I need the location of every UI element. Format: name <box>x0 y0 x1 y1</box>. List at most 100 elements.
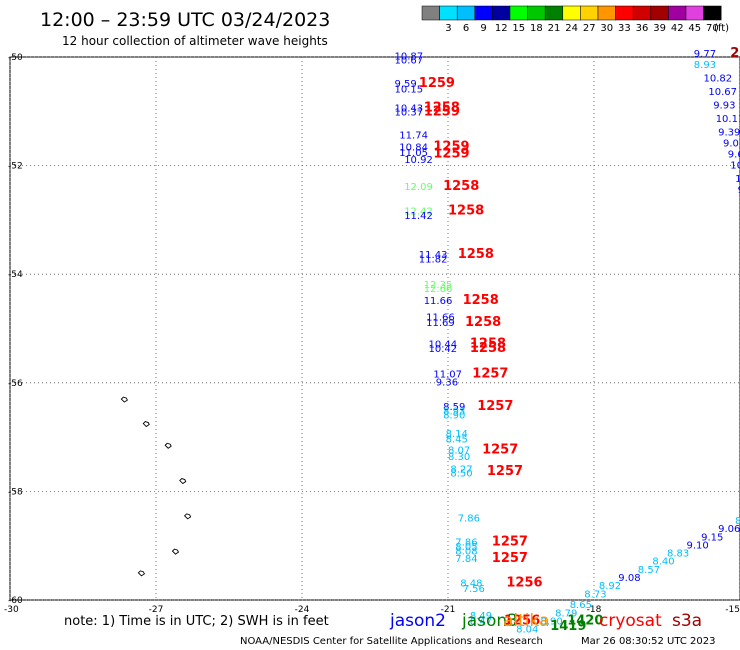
wave-height-label: 10.37 <box>395 108 424 119</box>
legend-tick-label: 42 <box>671 23 684 34</box>
wave-height-label: 8.59 <box>443 402 465 413</box>
wave-height-label: 9.59 <box>395 79 417 90</box>
pass-time-label: 1259 <box>419 76 455 91</box>
wave-height-label: 8.50 <box>450 469 472 480</box>
wave-height-label: 8.04 <box>516 625 538 636</box>
pass-time-label: 1419 <box>550 619 586 634</box>
legend-tick-label: 36 <box>636 23 649 34</box>
latitude-label: -58 <box>8 487 23 497</box>
legend-tick-label: 39 <box>653 23 666 34</box>
pass-time-label: 1257 <box>492 551 528 566</box>
wave-height-label: 8.45 <box>446 435 468 446</box>
wave-height-label: 10.67 <box>708 87 737 98</box>
wave-height-label: 8.73 <box>584 589 606 600</box>
wave-height-label: 10.15 <box>395 84 424 95</box>
satellite-name-s3a: s3a <box>672 611 702 631</box>
island-outline <box>142 421 150 428</box>
legend-tick-label: 15 <box>512 23 525 34</box>
pass-time-label: 2348 <box>730 46 740 61</box>
wave-height-label: 10.92 <box>404 155 433 166</box>
pass-time-label: 1258 <box>443 179 479 194</box>
wave-height-label: 9.06 <box>723 139 740 150</box>
longitude-label: -24 <box>295 605 310 615</box>
wave-height-label: 7.56 <box>463 584 485 595</box>
color-scale-legend: 3 6 9 12 15 18 21 24 27 30 33 36 39 42 45 70 <box>421 5 722 34</box>
wave-height-label: 10.82 <box>704 73 733 84</box>
wave-height-label: 11.05 <box>399 148 428 159</box>
page-title: 12:00 – 23:59 UTC 03/24/2023 <box>40 9 330 31</box>
wave-height-label: 10.43 <box>395 103 424 114</box>
wave-height-label: 11.42 <box>404 211 433 222</box>
longitude-label: -18 <box>587 605 602 615</box>
longitude-label: -21 <box>441 605 456 615</box>
pass-time-label: 1258 <box>465 315 501 330</box>
wave-height-label: 12.42 <box>404 207 433 218</box>
wave-height-label: 8.57 <box>638 565 660 576</box>
legend-swatch <box>650 5 669 21</box>
legend-swatch <box>456 5 476 21</box>
legend-swatch <box>703 5 722 21</box>
wave-height-label: 9.15 <box>701 532 723 543</box>
page-subtitle: 12 hour collection of altimeter wave hei… <box>62 34 328 48</box>
pass-time-label: 1259 <box>433 139 469 154</box>
legend-swatch <box>562 5 581 21</box>
legend-tick-label: 3 <box>445 23 451 34</box>
legend-tick-label: 27 <box>583 23 596 34</box>
wave-height-label: 10.87 <box>395 52 424 63</box>
legend-tick-label: 24 <box>565 23 578 34</box>
pass-time-label: 1258 <box>424 100 460 115</box>
wave-height-label: 11.07 <box>433 369 462 380</box>
wave-height-label: 10.67 <box>395 56 424 67</box>
wave-height-label: 8.90 <box>443 411 465 422</box>
legend-tick-label: 9 <box>480 23 486 34</box>
island-outline <box>137 570 145 577</box>
wave-height-label: 7.84 <box>455 554 477 565</box>
legend-swatch <box>668 5 687 21</box>
island-outline <box>164 442 172 449</box>
legend-tick-label: 70 <box>706 23 719 34</box>
wave-height-label: 12.35 <box>424 280 453 291</box>
footer-timestamp: Mar 26 08:30:52 UTC 2023 <box>581 636 716 647</box>
wave-height-label: 8.93 <box>443 406 465 417</box>
wave-height-label: 9. <box>738 185 740 196</box>
map-gridlines <box>9 56 740 601</box>
pass-time-label: 1420 <box>567 613 603 628</box>
legend-swatch <box>597 5 616 21</box>
wave-height-label: 8.79 <box>555 608 577 619</box>
wave-height-label: 8.14 <box>446 429 468 440</box>
pass-time-label: 1258 <box>463 293 499 308</box>
island-outline <box>183 513 192 520</box>
legend-swatch <box>509 5 528 21</box>
legend-tick-label: 12 <box>495 23 508 34</box>
longitude-label: -30 <box>4 605 19 615</box>
wave-height-label: 10.2 <box>730 160 740 171</box>
satellite-name-jason2: jason2 <box>389 611 446 631</box>
longitude-tick-labels: -30 -27 -24 -21 -18 -15 <box>4 605 740 615</box>
wave-height-label: 7.86 <box>458 513 480 524</box>
wave-height-label: 8.92 <box>599 581 621 592</box>
wave-height-label: 10.3 <box>735 174 740 185</box>
longitude-label: -27 <box>149 605 164 615</box>
legend-swatch <box>544 5 564 21</box>
pass-time-label: 1258 <box>448 204 484 219</box>
legend-swatch <box>474 5 493 21</box>
island-outlines <box>120 396 192 577</box>
island-outline <box>179 478 187 485</box>
wave-height-label: 8.83 <box>667 549 689 560</box>
wave-height-label: 9.39 <box>718 128 740 139</box>
legend-swatch <box>580 5 599 21</box>
legend-swatch <box>615 5 634 21</box>
pass-time-label: 1257 <box>477 399 513 414</box>
legend-swatch <box>421 5 440 21</box>
wave-height-label: 7.86 <box>455 538 477 549</box>
longitude-label: -15 <box>725 605 740 615</box>
wave-height-label: 8.07 <box>448 445 470 456</box>
wave-height-label: 11.69 <box>426 318 455 329</box>
legend-swatch <box>527 5 546 21</box>
wave-height-label: 8.49 <box>470 611 492 622</box>
pass-time-label: 1257 <box>487 464 523 479</box>
